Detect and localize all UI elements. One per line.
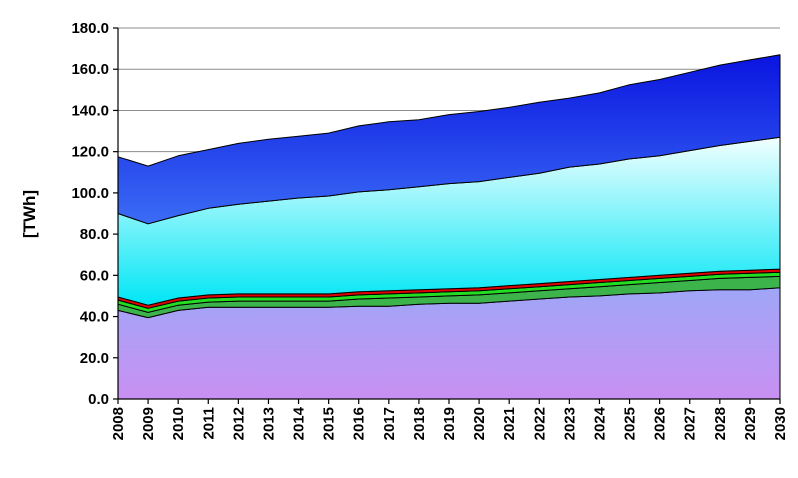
x-tick-label: 2011 — [200, 407, 217, 440]
y-tick-label: 100.0 — [71, 185, 109, 202]
x-tick-label: 2019 — [441, 407, 458, 440]
y-tick-label: 140.0 — [71, 102, 109, 119]
x-tick-label: 2013 — [260, 407, 277, 440]
x-tick-label: 2020 — [471, 407, 488, 440]
y-tick-label: 120.0 — [71, 144, 109, 161]
x-tick-label: 2018 — [411, 407, 428, 440]
x-tick-label: 2030 — [772, 407, 789, 440]
x-tick-label: 2027 — [682, 407, 699, 440]
x-tick-label: 2012 — [230, 407, 247, 440]
area-series-6 — [117, 54, 781, 225]
x-tick-label: 2014 — [291, 406, 308, 440]
x-tick-label: 2008 — [110, 407, 127, 440]
x-tick-label: 2017 — [381, 407, 398, 440]
x-tick-label: 2022 — [531, 407, 548, 440]
y-tick-label: 60.0 — [80, 267, 109, 284]
y-tick-label: 20.0 — [80, 350, 109, 367]
x-tick-label: 2025 — [622, 407, 639, 440]
x-tick-label: 2023 — [561, 407, 578, 440]
x-tick-label: 2016 — [351, 407, 368, 440]
y-tick-label: 40.0 — [80, 309, 109, 326]
x-tick-label: 2021 — [501, 407, 518, 440]
axes — [113, 27, 781, 404]
x-tick-label: 2026 — [652, 407, 669, 440]
y-axis-title: [TWh] — [20, 190, 39, 238]
x-tick-label: 2015 — [321, 407, 338, 440]
area-series-group — [117, 54, 781, 400]
y-tick-label: 180.0 — [71, 20, 109, 37]
x-axis-tick-labels: 2008 2009 2010 2011 2012 2013 2014 2015 2016 2017… — [110, 406, 789, 440]
x-tick-label: 2029 — [742, 407, 759, 440]
y-tick-label: 0.0 — [88, 391, 109, 408]
x-tick-label: 2024 — [591, 406, 608, 440]
x-tick-label: 2028 — [712, 407, 729, 440]
x-tick-label: 2009 — [140, 407, 157, 440]
y-tick-label: 160.0 — [71, 61, 109, 78]
x-tick-label: 2010 — [170, 407, 187, 440]
y-axis-tick-labels: 0.0 20.0 40.0 60.0 80.0 100.0 120.0 140.0 160.0 1… — [71, 20, 109, 408]
y-tick-label: 80.0 — [80, 226, 109, 243]
